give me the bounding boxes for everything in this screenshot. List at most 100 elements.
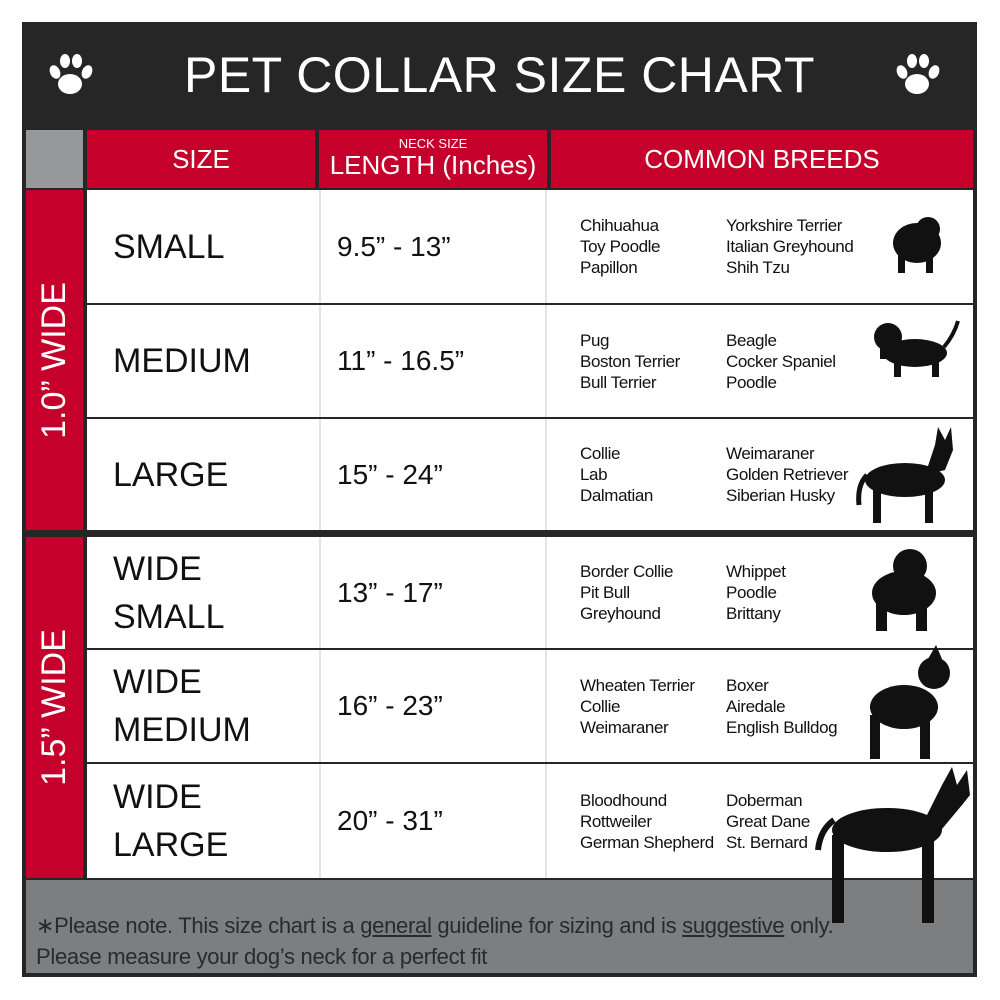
group-label: 1.5” WIDE	[35, 629, 73, 786]
breed-name: Border Collie	[580, 562, 674, 581]
breed-name: Poodle	[726, 372, 777, 392]
husky-silhouette	[856, 427, 953, 523]
breed-name: Lab	[580, 465, 608, 484]
breed-name: Siberian Husky	[726, 486, 835, 505]
group-band-1-5in: 1.5” WIDE	[26, 537, 83, 878]
breed-name: Pug	[580, 330, 610, 350]
size-cell: SMALL	[113, 190, 225, 303]
breeds-column-a: Chihuahua Toy Poodle Papillon	[580, 190, 661, 303]
header-length-sublabel: NECK SIZE	[398, 135, 468, 151]
size-label: LARGE	[113, 455, 229, 494]
length-cell: 11” - 16.5”	[319, 305, 547, 417]
breed-name: Golden Retriever	[726, 465, 849, 484]
footer-note: ∗Please note. This size chart is a gener…	[26, 880, 973, 973]
footer-line-2: Please measure your dog’s neck for a per…	[36, 944, 488, 969]
bulldog-silhouette	[872, 549, 936, 631]
underlined-general: general	[360, 913, 432, 938]
breed-name: St. Bernard	[726, 832, 808, 852]
breeds-column-b: Beagle Cocker Spaniel Poodle	[726, 305, 836, 417]
header-size-label: SIZE	[172, 143, 230, 174]
size-label: LARGE	[113, 826, 229, 864]
header-length: NECK SIZE LENGTH (Inches)	[319, 130, 547, 188]
size-label: MEDIUM	[113, 342, 251, 380]
breeds-column-b: Weimaraner Golden Retriever Siberian Husky	[726, 419, 849, 530]
table-row: LARGE 15” - 24” Collie Lab Dalmatian Weima…	[87, 419, 973, 530]
paw-icon	[49, 54, 93, 94]
group-band-1in: 1.0” WIDE	[26, 190, 83, 530]
size-label: WIDE	[113, 549, 202, 588]
size-label: MEDIUM	[113, 711, 251, 749]
underlined-suggestive: suggestive	[682, 913, 785, 938]
size-cell: WIDE LARGE	[113, 764, 228, 878]
size-cell: WIDE MEDIUM	[113, 650, 251, 762]
table-row: SMALL 9.5” - 13” Chihuahua Toy Poodle Papi…	[87, 190, 973, 303]
breed-name: Great Dane	[726, 811, 810, 831]
breed-name: Toy Poodle	[580, 237, 661, 256]
breed-name: Italian Greyhound	[726, 237, 854, 256]
breed-name: Rottweiler	[580, 811, 652, 831]
breed-name: Weimaraner	[726, 444, 815, 463]
breed-name: Shih Tzu	[726, 258, 790, 277]
breed-name: English Bulldog	[726, 717, 838, 737]
group-label: 1.0” WIDE	[35, 281, 73, 439]
length-cell: 9.5” - 13”	[319, 190, 547, 303]
breed-name: Boxer	[726, 675, 769, 695]
beagle-silhouette	[874, 320, 960, 377]
length-cell: 16” - 23”	[319, 650, 547, 762]
corner-cell	[26, 130, 83, 188]
breed-name: Dalmatian	[580, 486, 653, 505]
breeds-column-b: Doberman Great Dane St. Bernard	[726, 764, 810, 878]
breed-name: Bull Terrier	[580, 372, 657, 392]
breeds-column-b: Whippet Poodle Brittany	[726, 537, 786, 648]
footer-line-1: ∗Please note. This size chart is a gener…	[36, 913, 834, 938]
size-cell: MEDIUM	[113, 305, 251, 417]
breeds-column-a: Bloodhound Rottweiler German Shepherd	[580, 764, 714, 878]
breed-name: Beagle	[726, 330, 777, 350]
breed-name: Yorkshire Terrier	[726, 216, 843, 235]
breed-name: Bloodhound	[580, 790, 667, 810]
breed-name: Papillon	[580, 258, 638, 277]
paw-icon	[896, 54, 940, 94]
small-dog-silhouette	[893, 217, 941, 273]
breeds-column-a: Border Collie Pit Bull Greyhound	[580, 537, 673, 648]
size-cell: LARGE	[113, 419, 228, 530]
breed-name: Poodle	[726, 583, 777, 602]
breeds-column-b: Yorkshire Terrier Italian Greyhound Shih T…	[726, 190, 854, 303]
size-label: WIDE	[113, 663, 202, 701]
breeds-column-a: Pug Boston Terrier Bull Terrier	[580, 305, 680, 417]
header-breeds-label: COMMON BREEDS	[644, 143, 880, 174]
length-cell: 15” - 24”	[319, 419, 547, 530]
table-row: MEDIUM 11” - 16.5” Pug Boston Terrier Bull…	[87, 305, 973, 417]
length-cell: 20” - 31”	[319, 764, 547, 878]
breed-name: Pit Bull	[580, 583, 630, 602]
breed-name: Airedale	[726, 696, 786, 716]
size-cell: WIDE SMALL	[113, 537, 225, 648]
page-title: PET COLLAR SIZE CHART	[183, 47, 816, 103]
breed-name: Brittany	[726, 604, 781, 623]
breed-name: Collie	[580, 444, 621, 463]
breed-name: Collie	[580, 696, 621, 716]
header-size: SIZE	[87, 130, 315, 188]
breed-name: Cocker Spaniel	[726, 351, 836, 371]
breeds-column-a: Collie Lab Dalmatian	[580, 419, 653, 530]
breeds-column-b: Boxer Airedale English Bulldog	[726, 650, 838, 762]
size-label: SMALL	[113, 597, 225, 636]
breed-name: German Shepherd	[580, 832, 714, 852]
breed-name: Weimaraner	[580, 717, 669, 737]
breed-name: Wheaten Terrier	[580, 675, 695, 695]
size-label: SMALL	[113, 227, 225, 266]
pitbull-silhouette	[870, 645, 950, 759]
breed-name: Chihuahua	[580, 216, 659, 235]
doberman-silhouette	[815, 767, 970, 923]
table-row: WIDE SMALL 13” - 17” Border Collie Pit Bul…	[87, 537, 973, 648]
breed-name: Doberman	[726, 790, 803, 810]
length-cell: 13” - 17”	[319, 537, 547, 648]
breed-name: Greyhound	[580, 604, 661, 623]
breed-name: Whippet	[726, 562, 786, 581]
breed-name: Boston Terrier	[580, 351, 680, 371]
table-row: WIDE LARGE 20” - 31” Bloodhound Rottweiler…	[87, 764, 973, 878]
size-label: WIDE	[113, 778, 202, 816]
table-row: WIDE MEDIUM 16” - 23” Wheaten Terrier Coll…	[87, 650, 973, 762]
breeds-column-a: Wheaten Terrier Collie Weimaraner	[580, 650, 695, 762]
header-length-label: LENGTH (Inches)	[329, 149, 537, 180]
